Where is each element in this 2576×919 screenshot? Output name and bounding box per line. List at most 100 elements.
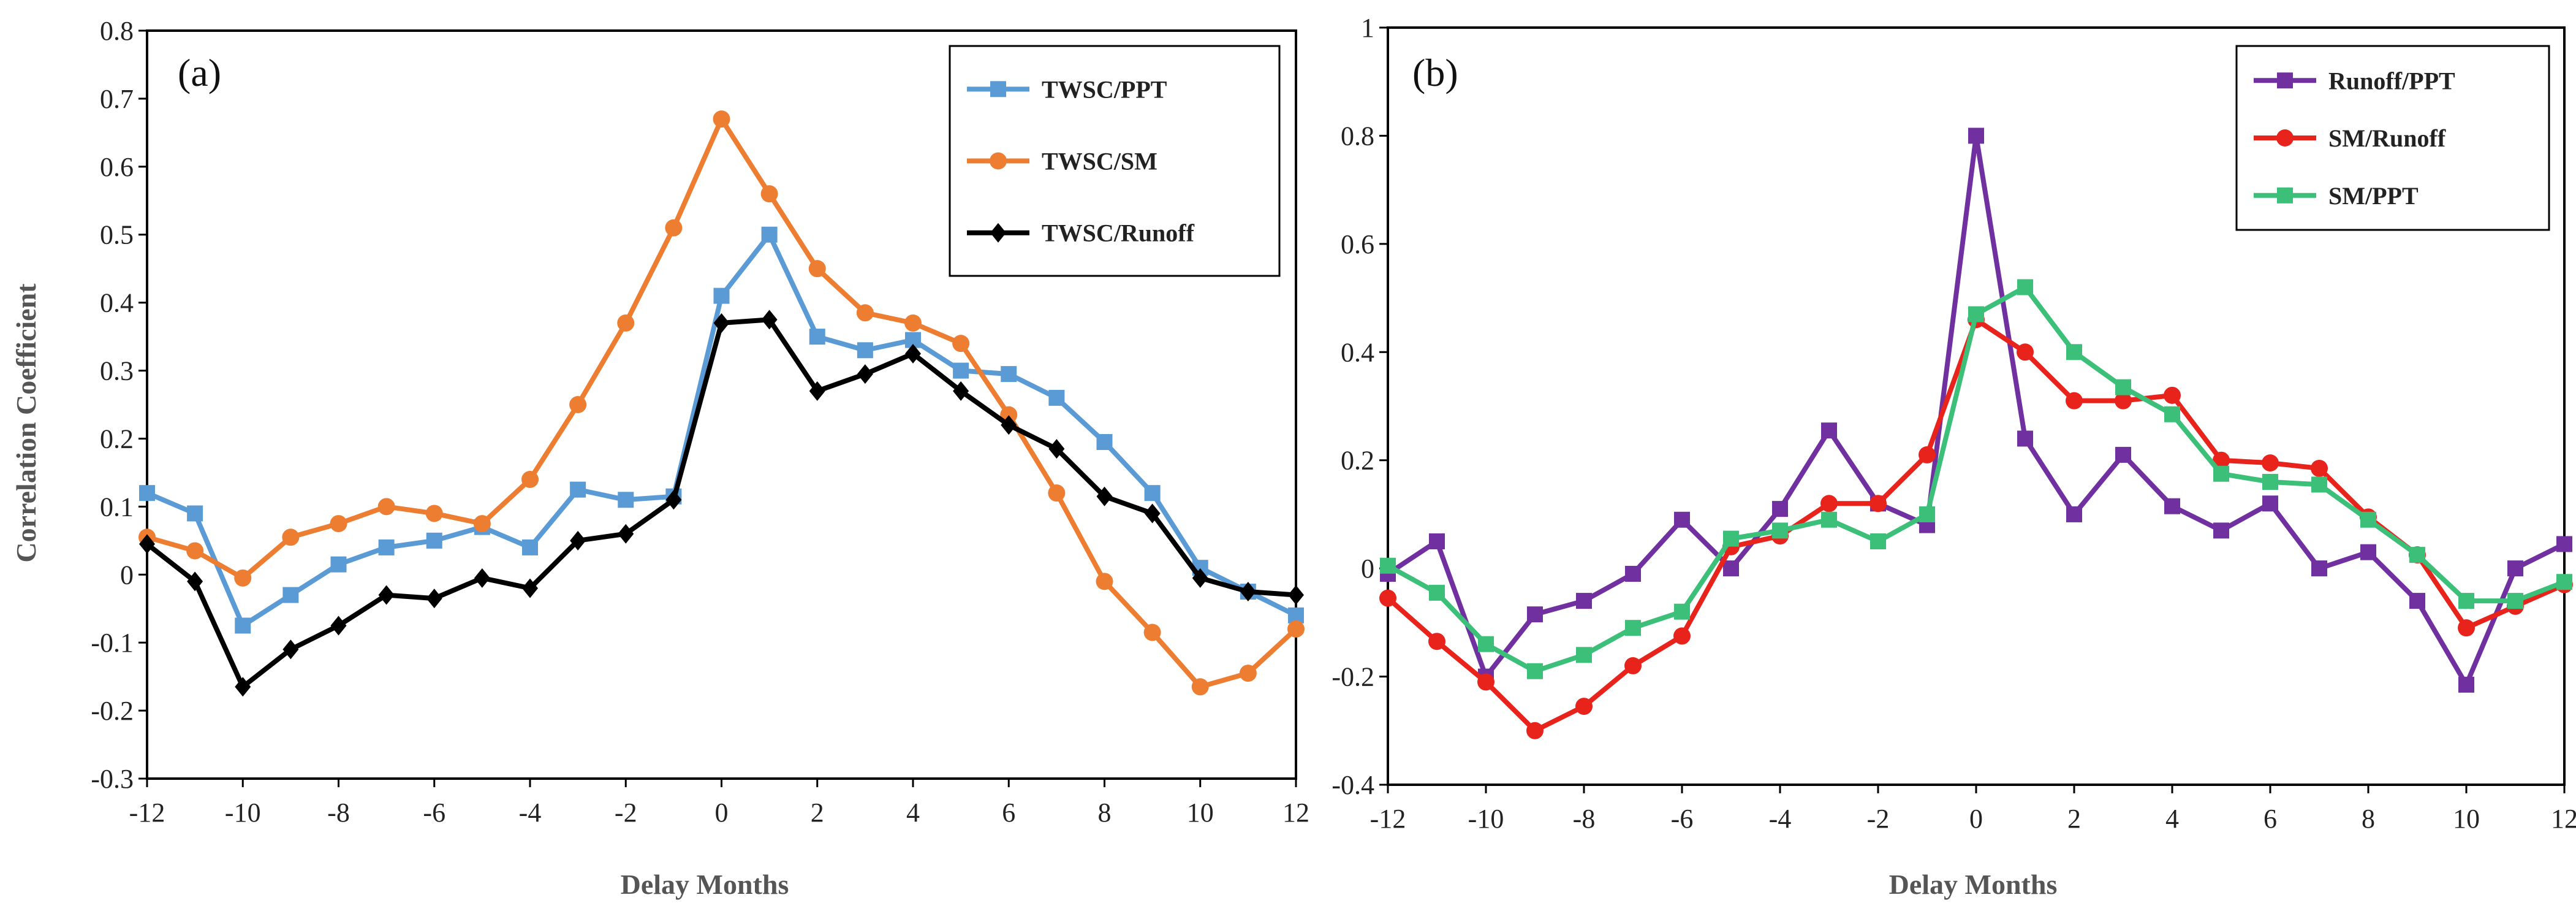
panel-a-point-twsc-sm <box>330 515 347 533</box>
panel-a-x-tick-label: 8 <box>1098 798 1112 828</box>
panel-a-legend: TWSC/PPT TWSC/SM TWSC/Runoff <box>949 45 1281 277</box>
panel-a-point-twsc-ppt <box>1144 485 1161 501</box>
panel-a-point-twsc-sm <box>282 528 300 546</box>
panel-b-point-sm-ppt <box>1429 584 1445 601</box>
panel-a-point-twsc-ppt <box>139 485 155 501</box>
panel-b-point-sm-runoff <box>1575 698 1593 715</box>
panel-b-point-runoff-ppt <box>2360 544 2376 560</box>
panel-a-point-twsc-ppt <box>187 505 203 522</box>
panel-a-point-twsc-runoff <box>570 530 586 551</box>
panel-b-y-tick-label: 0.2 <box>1341 446 1374 476</box>
panel-b-point-sm-ppt <box>1625 620 1641 636</box>
panel-b-point-sm-runoff <box>2066 392 2083 410</box>
panel-a-axes: -0.3 -0.2 -0.1 0 0.1 0.2 0.3 0.4 0.5 0.6 0.7 0.8 -12… <box>91 16 1309 828</box>
panel-b-point-runoff-ppt <box>2311 560 2327 577</box>
panel-a-point-twsc-ppt <box>522 539 538 555</box>
panel-b-point-sm-ppt <box>1968 306 1984 322</box>
panel-b-point-sm-ppt <box>1674 603 1690 620</box>
panel-b-y-tick-label: -0.4 <box>1332 770 1374 800</box>
panel-b-point-sm-ppt <box>2066 344 2082 360</box>
panel-b-y-tick-label: 1 <box>1361 13 1374 43</box>
panel-a-point-twsc-runoff <box>187 571 203 592</box>
panel-b-x-axis-title: Delay Months <box>1889 869 2058 900</box>
panel-a-x-tick-label: 0 <box>715 798 729 828</box>
panel-a-point-twsc-runoff <box>1240 582 1256 601</box>
panel-a-point-twsc-ppt <box>570 481 586 498</box>
panel-a-legend-marker-twsc-sm <box>990 152 1007 170</box>
panel-b-x-tick-label: -8 <box>1573 804 1596 834</box>
panel-a-point-twsc-sm <box>1287 620 1305 638</box>
panel-b-point-sm-ppt <box>2360 511 2376 528</box>
panel-b-point-sm-ppt <box>2311 476 2327 493</box>
panel-b-y-tick-label: 0.8 <box>1341 121 1374 151</box>
panel-b-x-tick-label: 0 <box>1969 804 1983 834</box>
panel-a-x-tick-label: -2 <box>615 798 637 828</box>
panel-b-point-runoff-ppt <box>1429 533 1445 550</box>
panel-a-point-twsc-runoff <box>665 490 682 510</box>
panel-b-point-sm-runoff <box>1919 446 1936 463</box>
panel-a-point-twsc-ppt <box>282 587 299 603</box>
panel-b-label: (b) <box>1412 51 1458 94</box>
panel-b-point-runoff-ppt <box>2017 430 2033 447</box>
panel-b-point-sm-runoff <box>1526 722 1544 739</box>
panel-b-y-tick-label: 0.4 <box>1341 337 1374 367</box>
panel-b-point-sm-runoff <box>2017 343 2034 361</box>
panel-a-y-tick-label: 0.3 <box>100 356 134 386</box>
panel-a-point-twsc-sm <box>1191 678 1209 696</box>
panel-a-y-tick-label: 0.1 <box>100 492 134 522</box>
panel-b-point-sm-ppt <box>2458 593 2474 609</box>
panel-a-y-tick-label: -0.1 <box>91 628 134 658</box>
panel-a-point-twsc-ppt <box>378 539 395 555</box>
panel-b-point-sm-ppt <box>2262 474 2278 490</box>
panel-b-axes: -0.4 -0.2 0 0.2 0.4 0.6 0.8 1 -12 -10 -8 -6 -4 -2 0 2 4 6… <box>1332 13 2576 834</box>
panel-a-point-twsc-sm <box>808 260 826 278</box>
panel-b-x-tick-label: -4 <box>1769 804 1792 834</box>
panel-a-x-tick-label: 6 <box>1002 798 1015 828</box>
panel-b-x-tick-label: -2 <box>1867 804 1890 834</box>
panel-a-y-tick-label: 0 <box>120 560 134 590</box>
panel-b-x-tick-label: 8 <box>2362 804 2375 834</box>
panel-b-point-sm-ppt <box>2409 547 2425 563</box>
panel-a-point-twsc-sm <box>1096 573 1113 590</box>
panel-a-x-tick-label: 2 <box>811 798 824 828</box>
panel-a-point-twsc-runoff <box>1288 585 1304 605</box>
panel-b-point-runoff-ppt <box>2115 446 2131 463</box>
panel-b-x-tick-label: 10 <box>2453 804 2480 834</box>
panel-b-point-sm-ppt <box>1821 511 1837 528</box>
panel-b-legend-marker-runoff-ppt <box>2277 72 2293 89</box>
panel-b-point-sm-ppt <box>1919 506 1935 522</box>
panel-b-point-runoff-ppt <box>2066 506 2082 522</box>
panel-b-series <box>1379 128 2573 739</box>
panel-a-series <box>138 110 1305 697</box>
panel-b-x-tick-label: -12 <box>1370 804 1406 834</box>
panel-a-legend-label-twsc-sm: TWSC/SM <box>1042 148 1157 175</box>
panel-b-x-tick-label: 6 <box>2263 804 2277 834</box>
panel-b-point-sm-runoff <box>2311 459 2328 477</box>
panel-a-point-twsc-sm <box>713 110 730 128</box>
panel-b-point-runoff-ppt <box>2556 536 2572 552</box>
panel-a-point-twsc-sm <box>952 335 970 353</box>
panel-b-legend-label-runoff-ppt: Runoff/PPT <box>2328 67 2455 94</box>
panel-b-point-sm-ppt <box>2164 406 2180 422</box>
panel-b-legend-label-sm-runoff: SM/Runoff <box>2328 124 2446 152</box>
panel-a-point-twsc-sm <box>186 542 204 560</box>
panel-b-point-runoff-ppt <box>2507 560 2523 577</box>
panel-a-point-twsc-runoff <box>426 589 442 609</box>
panel-b-x-tick-label: 4 <box>2165 804 2179 834</box>
panel-a-point-twsc-runoff <box>378 585 395 605</box>
panel-b-legend-marker-sm-ppt <box>2277 187 2293 204</box>
panel-a-chart: -0.3 -0.2 -0.1 0 0.1 0.2 0.3 0.4 0.5 0.6 0.7 0.8 -12… <box>10 16 1309 900</box>
panel-a-y-tick-label: 0.5 <box>100 220 134 250</box>
panel-a-point-twsc-runoff <box>1192 568 1208 588</box>
panel-a-point-twsc-ppt <box>1001 366 1017 383</box>
panel-a-point-twsc-sm <box>904 314 922 332</box>
panel-b-point-runoff-ppt <box>1576 593 1592 609</box>
panel-b-point-sm-ppt <box>1576 647 1592 663</box>
panel-a-point-twsc-ppt <box>426 532 442 549</box>
panel-a-y-tick-label: 0.8 <box>100 16 134 46</box>
panel-a-point-twsc-runoff <box>474 568 490 588</box>
panel-b-point-runoff-ppt <box>2164 498 2180 514</box>
panel-a-point-twsc-ppt <box>761 226 778 243</box>
panel-a-point-twsc-sm <box>521 471 539 488</box>
